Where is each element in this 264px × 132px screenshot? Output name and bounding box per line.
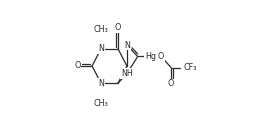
Text: CH₃: CH₃ — [93, 99, 108, 108]
Text: N: N — [98, 44, 104, 53]
Text: CF₃: CF₃ — [184, 63, 197, 72]
Text: O: O — [115, 23, 121, 32]
Text: O: O — [168, 79, 174, 88]
Text: NH: NH — [121, 69, 133, 78]
Text: Hg: Hg — [145, 52, 156, 61]
Text: N: N — [98, 79, 104, 88]
Text: O: O — [158, 52, 164, 61]
Text: CH₃: CH₃ — [93, 25, 108, 34]
Text: N: N — [124, 41, 130, 50]
Text: O: O — [74, 62, 81, 70]
